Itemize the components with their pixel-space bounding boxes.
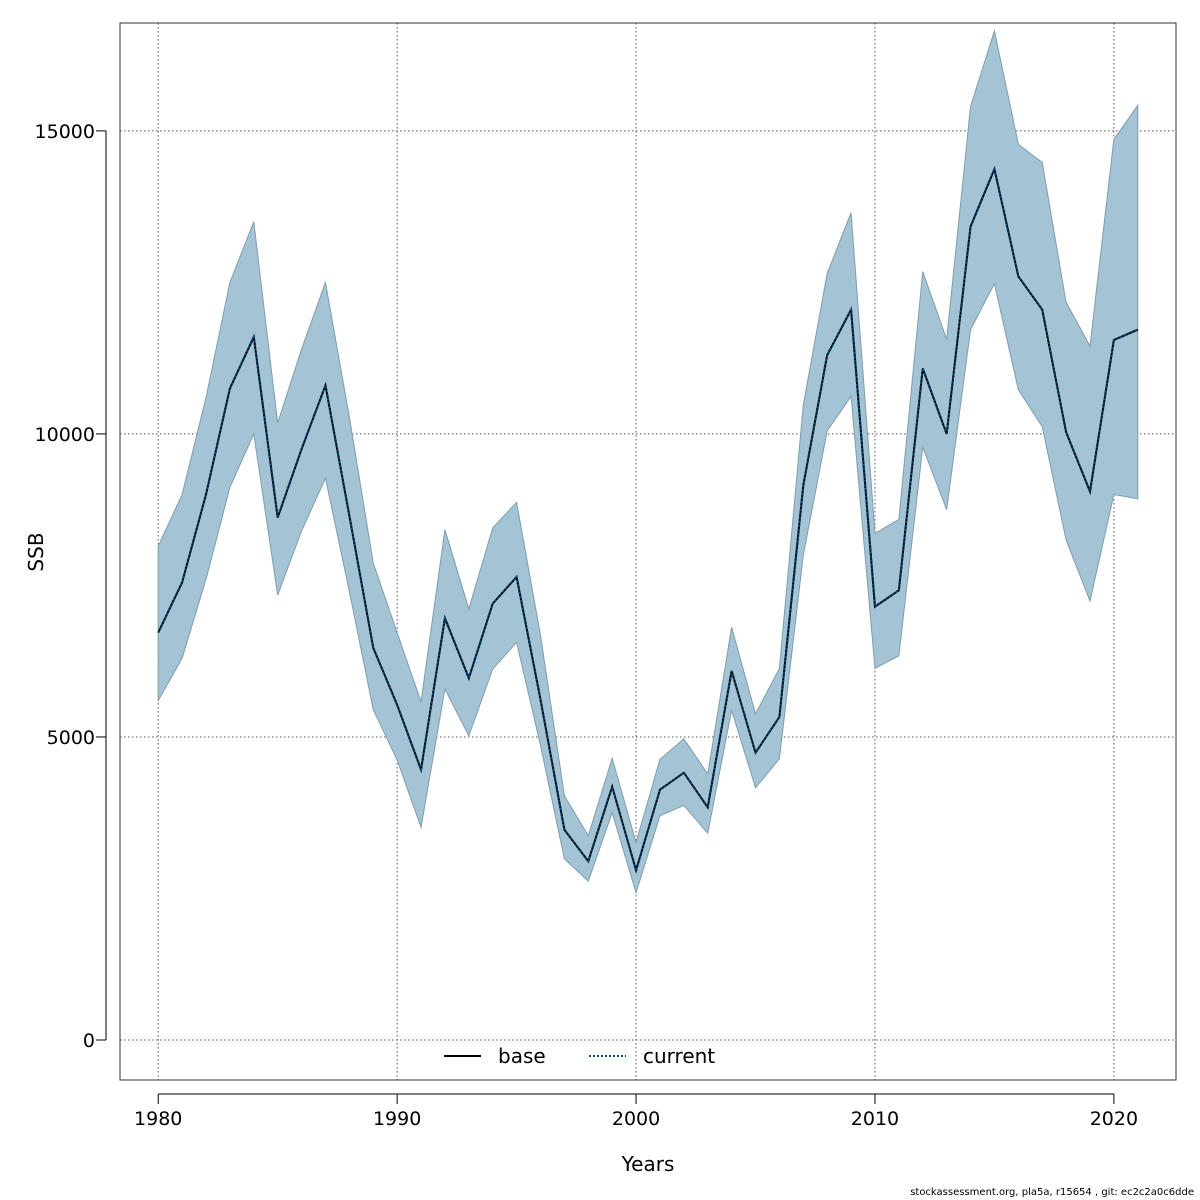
y-tick-label: 5000 <box>47 727 95 749</box>
plot-frame <box>119 22 1177 1081</box>
x-tick-label: 1980 <box>134 1108 182 1130</box>
y-tick-label: 10000 <box>35 424 95 446</box>
y-axis-title: SSB <box>24 532 48 571</box>
x-tick-label: 2000 <box>612 1108 660 1130</box>
x-tick-label: 2020 <box>1090 1108 1138 1130</box>
x-tick-label: 1990 <box>373 1108 421 1130</box>
legend-label-current: current <box>643 1044 715 1068</box>
x-axis: 1980 1990 2000 2010 2020 <box>134 1093 1138 1130</box>
x-tick-label: 2010 <box>851 1108 899 1130</box>
confidence-band <box>157 28 1139 895</box>
y-tick-label: 15000 <box>35 121 95 143</box>
x-axis-title: Years <box>621 1152 675 1176</box>
legend-label-base: base <box>498 1044 546 1068</box>
y-tick-label: 0 <box>83 1030 95 1052</box>
series-line-current <box>157 165 1139 874</box>
y-axis: 0 5000 10000 15000 <box>35 121 107 1052</box>
footer-credit: stockassessment.org, pla5a, r15654 , git… <box>910 1187 1194 1198</box>
legend: base current <box>444 1044 715 1068</box>
